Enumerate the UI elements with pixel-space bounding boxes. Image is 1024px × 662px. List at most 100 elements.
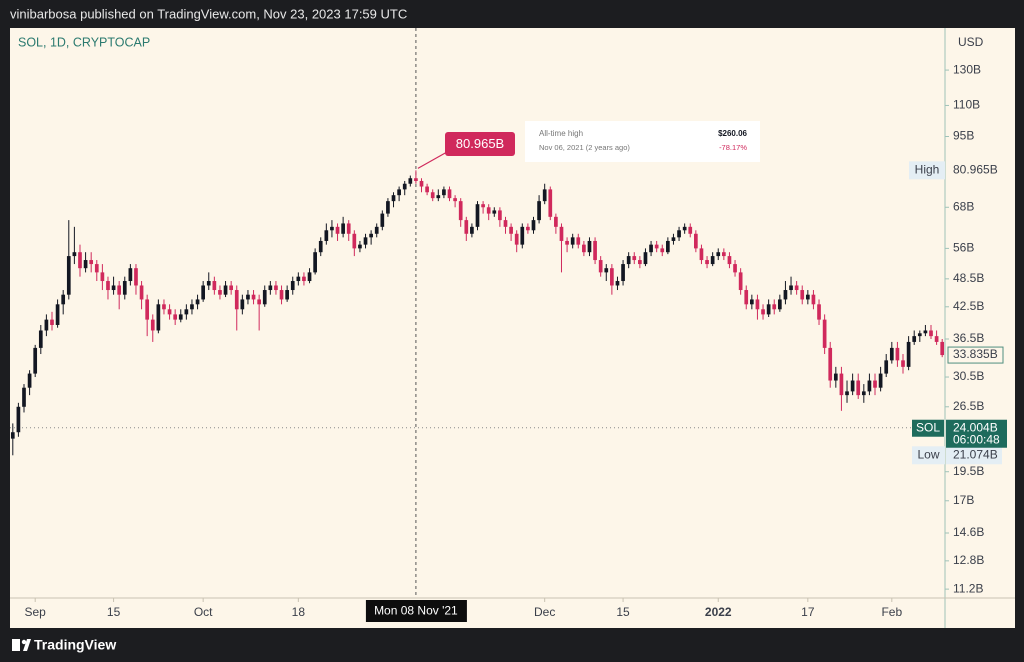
high-tag-label: High	[915, 163, 940, 177]
candle-body	[940, 341, 945, 356]
tooltip-box	[525, 121, 760, 162]
candle-body	[251, 294, 256, 300]
callout-label: 80.965B	[456, 136, 504, 151]
candle-body	[721, 252, 726, 257]
candle-body	[565, 240, 569, 245]
candle-body	[761, 309, 765, 315]
tooltip-date: Nov 06, 2021 (2 years ago)	[539, 143, 630, 152]
candle-body	[626, 256, 631, 265]
candle-body	[638, 260, 642, 265]
candle-body	[839, 373, 844, 396]
crosshair-label: Mon 08 Nov '21	[374, 604, 458, 618]
candle-body	[576, 237, 581, 245]
candle-body	[548, 189, 553, 217]
candle-body	[705, 260, 709, 265]
candles	[10, 170, 945, 456]
candle-body	[218, 290, 222, 295]
candle-body	[346, 223, 351, 234]
candle-body	[923, 330, 928, 334]
x-tick-label: 15	[107, 605, 121, 619]
candle-body	[22, 387, 26, 407]
candle-body	[542, 189, 547, 202]
candle-body	[598, 260, 603, 273]
candle-body	[749, 299, 754, 305]
candle-body	[419, 180, 424, 187]
current-price-label: 24.004B	[953, 420, 998, 434]
candle-body	[150, 319, 155, 331]
candle-body	[509, 226, 513, 234]
candle-body	[660, 248, 665, 253]
candle-body	[111, 285, 116, 291]
y-tick-label: 95B	[953, 129, 974, 143]
current-price-tag	[946, 419, 1007, 448]
candle-body	[402, 183, 407, 190]
x-tick-label: Feb	[881, 605, 902, 619]
y-tick-label: 56B	[953, 241, 974, 255]
candle-body	[430, 192, 435, 199]
candle-body	[906, 341, 911, 367]
logo-dot	[21, 639, 27, 645]
candle-body	[777, 299, 782, 310]
candle-body	[268, 285, 273, 291]
candle-body	[514, 233, 519, 245]
candle-body	[845, 391, 849, 396]
candle-body	[391, 195, 396, 202]
candle-body	[559, 226, 564, 241]
x-tick-label: 18	[292, 605, 306, 619]
candle-body	[369, 233, 373, 238]
y-tick-label: 17B	[953, 493, 974, 507]
candle-body	[856, 380, 861, 396]
candle-body	[537, 201, 541, 221]
candle-body	[27, 373, 32, 388]
candle-body	[16, 406, 21, 433]
candle-body	[934, 336, 939, 342]
candle-body	[498, 210, 502, 221]
candle-body	[470, 226, 474, 234]
candle-body	[615, 281, 620, 286]
candle-body	[794, 285, 799, 291]
candle-body	[380, 213, 385, 227]
candle-body	[889, 347, 894, 361]
candle-body	[458, 201, 463, 221]
candle-body	[486, 207, 491, 214]
candle-body	[442, 189, 446, 196]
last-price-tag	[947, 346, 1004, 364]
candle-body	[671, 237, 676, 241]
tooltip-change: -78.17%	[719, 143, 747, 152]
low-value: 21.074B	[953, 447, 998, 461]
publisher-line: vinibarbosa published on TradingView.com…	[10, 6, 407, 21]
y-tick-label: 14.6B	[953, 525, 984, 539]
candle-body	[38, 330, 43, 348]
candle-body	[234, 290, 239, 310]
candle-body	[833, 373, 838, 381]
candle-body	[912, 336, 917, 342]
candle-body	[145, 299, 150, 320]
candle-body	[654, 244, 659, 249]
candle-body	[117, 285, 122, 295]
candle-body	[106, 281, 110, 291]
candle-body	[772, 304, 777, 310]
candle-body	[526, 226, 530, 231]
candle-body	[122, 281, 127, 295]
candle-body	[386, 201, 390, 214]
logo-bar	[12, 639, 20, 651]
candle-body	[257, 299, 261, 305]
candle-body	[822, 319, 827, 348]
candle-body	[285, 290, 289, 300]
low-tag	[912, 446, 945, 465]
candle-body	[240, 299, 245, 310]
candle-body	[436, 195, 441, 199]
candle-body	[190, 304, 194, 310]
candle-body	[587, 240, 592, 253]
candle-body	[206, 281, 211, 286]
candle-body	[72, 252, 77, 257]
candle-body	[867, 380, 872, 392]
candle-body	[632, 256, 637, 261]
candle-body	[201, 285, 206, 300]
candle-body	[503, 220, 508, 227]
candle-body	[554, 216, 558, 227]
candle-body	[716, 252, 721, 257]
y-tick-label: 26.5B	[953, 399, 984, 413]
candle-body	[33, 347, 38, 374]
